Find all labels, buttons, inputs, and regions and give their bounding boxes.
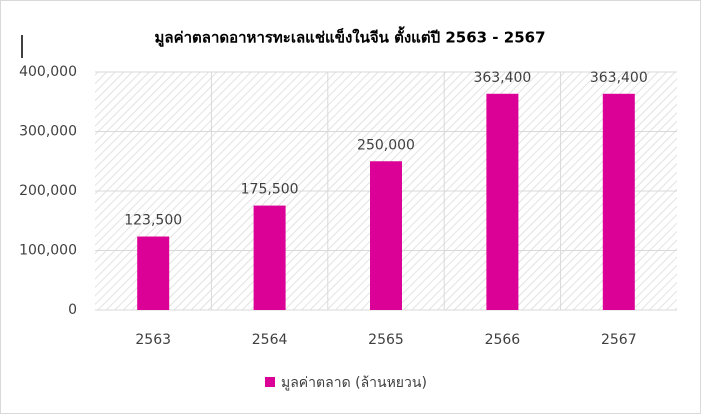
value-label: 363,400 [590,70,648,86]
bar [486,93,519,310]
value-label: 123,500 [124,213,182,229]
x-tick-label: 2566 [485,332,521,348]
value-label: 250,000 [357,137,415,153]
bar [370,161,402,310]
value-label: 363,400 [473,70,531,86]
bar [602,93,635,310]
x-tick-label: 2564 [252,332,288,348]
y-tick-label: 300,000 [19,124,77,140]
bar [137,236,170,310]
x-tick-label: 2565 [368,332,404,348]
x-tick-label: 2567 [601,332,637,348]
legend-label: มูลค่าตลาด (ล้านหยวน) [281,375,427,391]
value-label: 175,500 [241,182,299,198]
y-tick-label: 100,000 [19,243,77,259]
x-tick-label: 2563 [135,332,171,348]
chart-title: มูลค่าตลาดอาหารทะเลแช่แข็งในจีน ตั้งแต่ป… [154,26,545,48]
bar [253,205,286,310]
legend-swatch [265,377,275,387]
y-tick-label: 400,000 [19,64,77,80]
y-tick-label: 0 [68,302,77,318]
y-tick-label: 200,000 [19,183,77,199]
